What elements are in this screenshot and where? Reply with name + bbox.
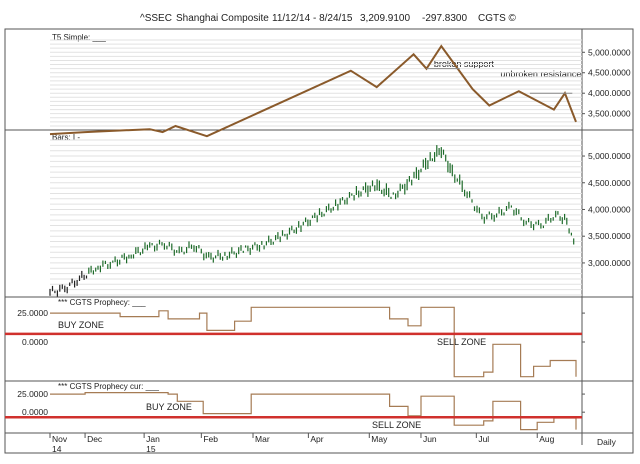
y-tick-label: 4,000.0000	[588, 204, 631, 214]
y-tick-label: 4,000.0000	[588, 88, 631, 98]
header-name: Shanghai Composite	[176, 13, 269, 24]
y-tick-label: 3,500.0000	[588, 231, 631, 241]
y-tick-label: 25.0000	[17, 308, 48, 318]
header-last: 3,209.9100	[360, 13, 410, 24]
annotation-unbroken-resistance: unbroken resistance	[500, 69, 581, 79]
x-tick-label: Jun	[423, 434, 437, 444]
prophecy-line	[50, 306, 577, 378]
buy-zone-label-2: BUY ZONE	[146, 402, 192, 412]
annotation-broken-support: broken support	[434, 59, 495, 69]
x-year-label: 14	[52, 444, 62, 454]
y-tick-label: 4,500.0000	[588, 68, 631, 78]
header-brand: CGTS ©	[478, 13, 517, 24]
x-year-label: 15	[146, 444, 156, 454]
panel-label-t5: T5 Simple: ___	[52, 33, 106, 42]
sell-zone-label-2: SELL ZONE	[372, 420, 421, 430]
y-tick-label: 3,500.0000	[588, 109, 631, 119]
panel-label-prophecy: *** CGTS Prophecy: ___	[58, 298, 146, 307]
x-tick-label: May	[371, 434, 388, 444]
price-line	[49, 44, 577, 138]
prophecy-line	[50, 392, 577, 431]
y-tick-label: 4,500.0000	[588, 178, 631, 188]
x-tick-label: Mar	[255, 434, 270, 444]
sell-zone-label-1: SELL ZONE	[437, 337, 486, 347]
panel-label-prophecy-cur: *** CGTS Prophecy cur: ___	[58, 382, 159, 391]
chart-frame	[4, 28, 634, 454]
y-tick-label: 5,000.0000	[588, 151, 631, 161]
x-tick-label: Aug	[539, 434, 554, 444]
header-change: -297.8300	[422, 13, 467, 24]
y-tick-label: 0.0000	[22, 337, 48, 347]
x-tick-label: Apr	[310, 434, 323, 444]
panel-label-bars: Bars: I -	[52, 133, 80, 142]
buy-zone-label-1: BUY ZONE	[58, 320, 104, 330]
x-tick-label: Dec	[87, 434, 103, 444]
y-tick-label: 5,000.0000	[588, 47, 631, 57]
header-symbol: ^SSEC	[140, 13, 172, 24]
x-tick-label: Jul	[478, 434, 489, 444]
x-tick-label: Feb	[203, 434, 218, 444]
x-tick-label: Jan	[146, 434, 160, 444]
x-tick-label: Nov	[52, 434, 68, 444]
y-tick-label: 25.0000	[17, 389, 48, 399]
period-label: Daily	[597, 437, 617, 447]
y-tick-label: 3,000.0000	[588, 258, 631, 268]
y-tick-label: 0.0000	[22, 407, 48, 417]
header-range: 11/12/14 - 8/24/15	[272, 13, 353, 24]
